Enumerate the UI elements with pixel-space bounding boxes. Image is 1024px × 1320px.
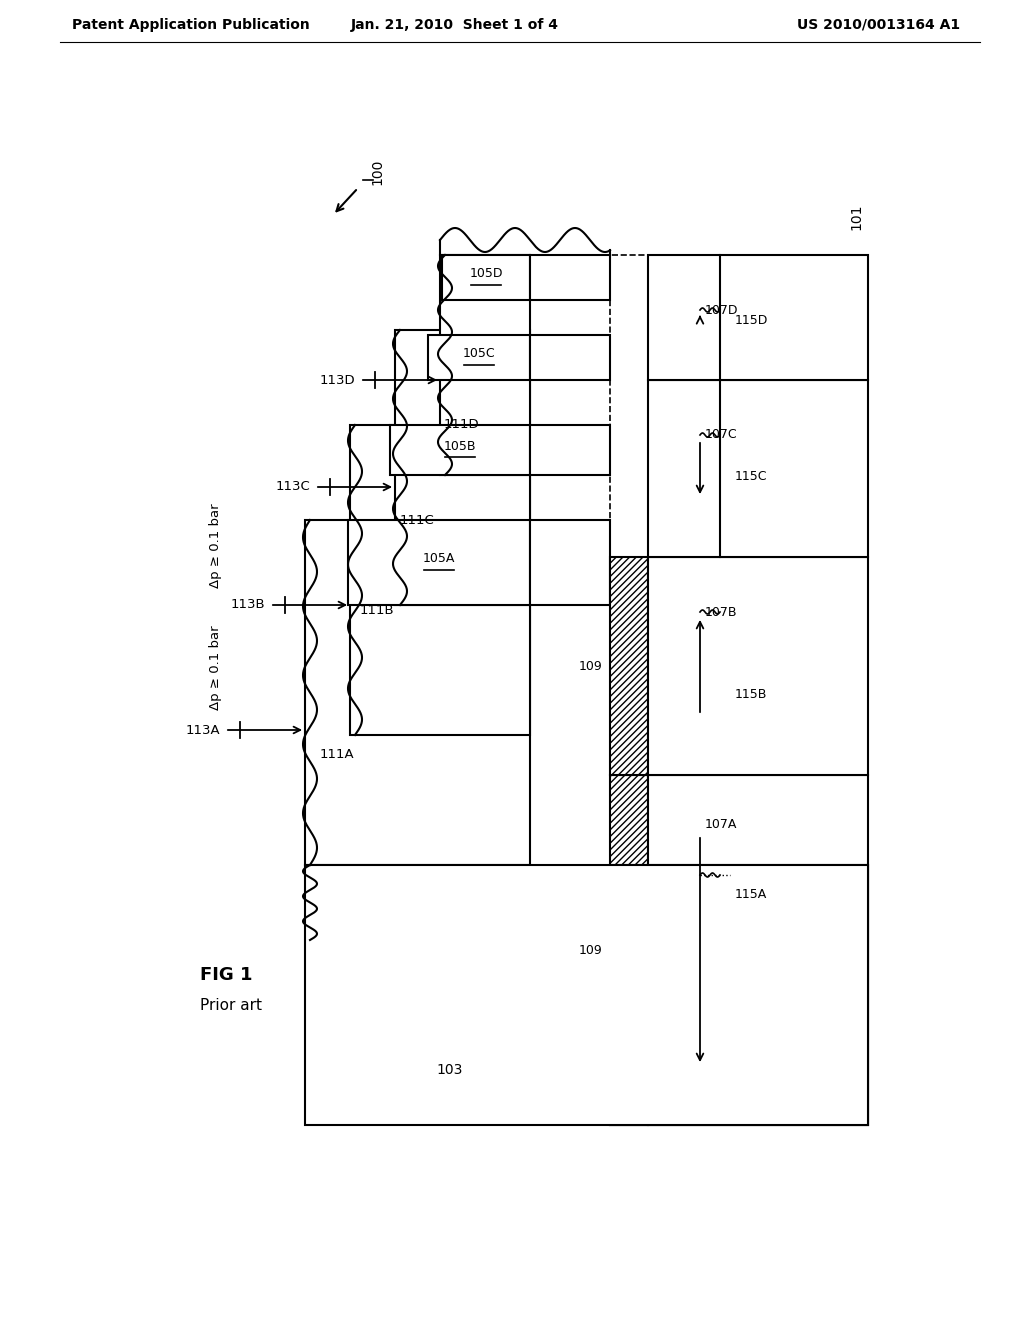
- Bar: [648, 775, 868, 1125]
- Text: 107D: 107D: [705, 304, 738, 317]
- Text: 113B: 113B: [230, 598, 265, 611]
- Text: 113A: 113A: [185, 723, 220, 737]
- Bar: [390, 425, 530, 475]
- Text: US 2010/0013164 A1: US 2010/0013164 A1: [797, 18, 961, 32]
- Bar: [350, 425, 530, 735]
- Text: 113C: 113C: [275, 480, 310, 494]
- Text: 107B: 107B: [705, 606, 737, 619]
- Text: 111B: 111B: [360, 603, 394, 616]
- Text: Δp ≥ 0.1 bar: Δp ≥ 0.1 bar: [209, 504, 221, 589]
- Bar: [440, 255, 530, 475]
- Text: Δp ≥ 0.1 bar: Δp ≥ 0.1 bar: [209, 626, 221, 710]
- Text: 107A: 107A: [705, 818, 737, 832]
- Text: 105B: 105B: [443, 440, 476, 453]
- Text: 115A: 115A: [735, 888, 767, 902]
- Bar: [610, 255, 868, 1125]
- Bar: [428, 335, 530, 380]
- Bar: [648, 557, 868, 775]
- Bar: [610, 557, 648, 775]
- Bar: [530, 255, 610, 300]
- Text: 101: 101: [849, 203, 863, 230]
- Text: FIG 1: FIG 1: [200, 966, 253, 983]
- Bar: [348, 520, 530, 605]
- Bar: [648, 380, 868, 557]
- Text: 103: 103: [437, 1063, 463, 1077]
- Bar: [530, 335, 610, 380]
- Text: 111A: 111A: [319, 748, 354, 762]
- Bar: [530, 520, 610, 605]
- Text: 115C: 115C: [735, 470, 768, 483]
- Text: Patent Application Publication: Patent Application Publication: [72, 18, 309, 32]
- Text: 109: 109: [579, 944, 602, 957]
- Text: Jan. 21, 2010  Sheet 1 of 4: Jan. 21, 2010 Sheet 1 of 4: [351, 18, 559, 32]
- Text: 115B: 115B: [735, 689, 767, 701]
- Text: 113D: 113D: [319, 374, 355, 387]
- Bar: [305, 520, 530, 865]
- Text: 111D: 111D: [444, 418, 479, 432]
- Bar: [610, 775, 648, 1125]
- Bar: [648, 255, 868, 380]
- Text: 105C: 105C: [463, 347, 496, 360]
- Bar: [305, 865, 868, 1125]
- Text: 100: 100: [370, 158, 384, 185]
- Bar: [442, 255, 530, 300]
- Text: 115D: 115D: [735, 314, 768, 326]
- Text: 105A: 105A: [423, 552, 456, 565]
- Text: 105D: 105D: [469, 267, 503, 280]
- Bar: [395, 330, 530, 605]
- Text: 109: 109: [579, 660, 602, 672]
- Text: 111C: 111C: [400, 513, 435, 527]
- Text: Prior art: Prior art: [200, 998, 262, 1012]
- Bar: [530, 425, 610, 475]
- Bar: [610, 865, 868, 1125]
- Text: 107C: 107C: [705, 429, 737, 441]
